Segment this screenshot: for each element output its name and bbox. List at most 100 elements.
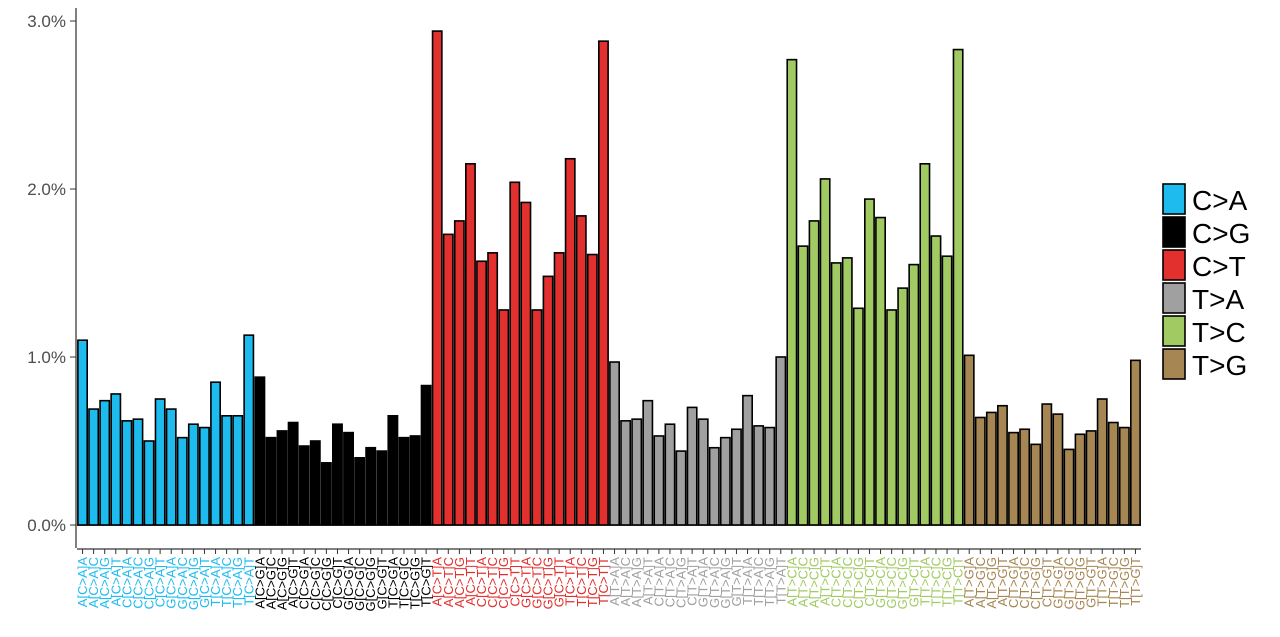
- x-tick-label: C[T>C]A: [829, 557, 844, 608]
- bar-A-T-G-C: [974, 416, 986, 526]
- bar-G-T-C-T: [908, 263, 920, 526]
- bar-C-C-T-C: [487, 252, 499, 526]
- x-tick-label: C[C>A]G: [142, 557, 157, 609]
- bar-A-T-G-T: [997, 404, 1008, 526]
- bars: [77, 30, 1141, 526]
- bar-A-C-A-A: [77, 339, 88, 526]
- x-tick-label: G[C>G]T: [374, 557, 389, 609]
- x-tick-label: A[T>C]A: [784, 557, 799, 607]
- x-tick-label: T[T>G]G: [1117, 557, 1132, 608]
- x-tick-label: A[T>C]C: [795, 557, 810, 607]
- bar-T-T-G-C: [1107, 421, 1119, 526]
- legend-label: T>A: [1192, 284, 1244, 315]
- bar-A-C-G-T: [287, 421, 299, 526]
- bar-T-T-G-G: [1118, 426, 1130, 526]
- bar-G-C-G-T: [376, 450, 388, 526]
- bar-T-C-T-T: [598, 40, 609, 526]
- bar-A-C-T-T: [465, 163, 476, 526]
- bar-C-T-G-A: [1008, 431, 1019, 526]
- bar-G-C-T-T: [553, 252, 565, 526]
- x-tick-label: T[T>A]G: [762, 557, 777, 606]
- x-tick-label: T[T>C]A: [917, 557, 932, 606]
- x-tick-label: G[C>A]A: [164, 557, 179, 609]
- bar-C-C-G-A: [298, 445, 310, 526]
- x-tick-label: A[T>A]C: [618, 557, 633, 607]
- bar-C-C-T-A: [476, 260, 487, 526]
- x-tick-label: A[T>C]T: [818, 557, 833, 606]
- bar-G-T-A-C: [708, 446, 720, 526]
- legend-label: C>A: [1192, 185, 1248, 216]
- x-tick-label: G[T>A]T: [729, 557, 744, 607]
- x-tick-label: A[C>A]G: [97, 557, 112, 609]
- bar-C-C-A-G: [143, 440, 155, 526]
- bar-G-C-T-A: [520, 201, 532, 526]
- x-tick-label: A[C>G]A: [252, 557, 267, 609]
- legend-swatch: [1162, 348, 1186, 380]
- bar-T-T-A-G: [764, 426, 776, 526]
- x-tick-label: A[C>G]T: [286, 557, 301, 608]
- x-tick-label: C[T>C]T: [862, 557, 877, 607]
- bar-C-T-A-C: [664, 423, 676, 526]
- x-tick-label: A[T>G]T: [995, 557, 1010, 607]
- x-tick-label: G[C>G]C: [352, 557, 367, 611]
- bar-G-T-G-C: [1063, 448, 1075, 526]
- x-tick-label: T[C>T]C: [574, 557, 589, 606]
- x-tick-label: A[T>C]G: [807, 557, 822, 608]
- x-tick-label: G[T>A]A: [696, 557, 711, 608]
- legend-label: C>T: [1192, 251, 1246, 282]
- bar-T-C-G-A: [387, 414, 399, 526]
- x-tick-label: G[T>G]A: [1050, 557, 1065, 609]
- x-tick-label: A[C>G]G: [275, 557, 290, 610]
- bar-A-T-A-T: [642, 399, 654, 526]
- bar-G-T-A-A: [697, 418, 709, 526]
- bar-A-C-A-T: [110, 393, 122, 526]
- x-tick-label: G[T>C]C: [884, 557, 899, 609]
- x-tick-label: T[T>G]C: [1106, 557, 1121, 607]
- x-tick-label: T[T>C]C: [928, 557, 943, 606]
- bar-A-C-A-C: [88, 408, 100, 526]
- bar-T-T-C-T: [952, 48, 964, 526]
- x-tick-label: C[T>G]A: [1006, 557, 1021, 608]
- x-tick-label: C[C>T]T: [507, 557, 522, 607]
- x-tick-label: G[C>G]A: [341, 557, 356, 610]
- legend-swatch: [1162, 315, 1186, 347]
- x-tick-label: G[T>C]A: [873, 557, 888, 608]
- x-tick-label: C[C>T]G: [496, 557, 511, 609]
- x-tick-label: T[T>C]G: [940, 557, 955, 607]
- bar-C-C-A-A: [121, 420, 133, 526]
- y-tick-label: 1.0%: [27, 348, 66, 367]
- bar-T-T-G-T: [1130, 359, 1141, 526]
- bar-G-C-A-G: [187, 423, 199, 526]
- x-tick-label: T[T>A]A: [740, 557, 755, 605]
- bar-G-T-C-C: [886, 309, 898, 526]
- y-tick-label: 2.0%: [27, 180, 66, 199]
- x-tick-label: T[T>G]A: [1095, 557, 1110, 607]
- x-tick-label: A[C>A]T: [108, 557, 123, 607]
- x-tick-label: T[C>A]T: [241, 557, 256, 606]
- x-tick-label: T[C>T]A: [563, 557, 578, 606]
- bar-T-C-A-A: [210, 381, 221, 526]
- x-tick-label: C[C>G]G: [319, 557, 334, 611]
- bar-G-T-A-T: [731, 428, 742, 526]
- x-tick-label: T[C>G]A: [385, 557, 400, 608]
- bar-A-T-G-A: [963, 354, 975, 526]
- bar-G-C-G-G: [365, 446, 377, 526]
- x-tick-label: A[T>G]A: [962, 557, 977, 608]
- bar-T-T-C-C: [930, 235, 942, 526]
- bar-C-T-C-G: [852, 307, 864, 526]
- x-tick-label: G[C>A]T: [197, 557, 212, 608]
- legend-swatch: [1162, 216, 1186, 248]
- x-tick-label: G[T>A]G: [718, 557, 733, 609]
- x-tick-label: C[T>A]T: [685, 557, 700, 606]
- bar-C-C-G-G: [320, 462, 332, 526]
- x-tick-label: T[C>T]G: [585, 557, 600, 607]
- bar-C-T-G-T: [1041, 403, 1053, 526]
- bar-T-C-A-T: [243, 334, 255, 526]
- bar-G-T-G-G: [1074, 433, 1086, 526]
- x-tick-label: T[C>G]C: [396, 557, 411, 609]
- x-tick-label: C[C>G]A: [297, 557, 312, 610]
- bar-T-C-A-G: [232, 414, 244, 526]
- bar-T-T-A-C: [753, 425, 765, 526]
- x-tick-label: G[T>G]G: [1073, 557, 1088, 610]
- bar-G-T-C-A: [875, 216, 886, 526]
